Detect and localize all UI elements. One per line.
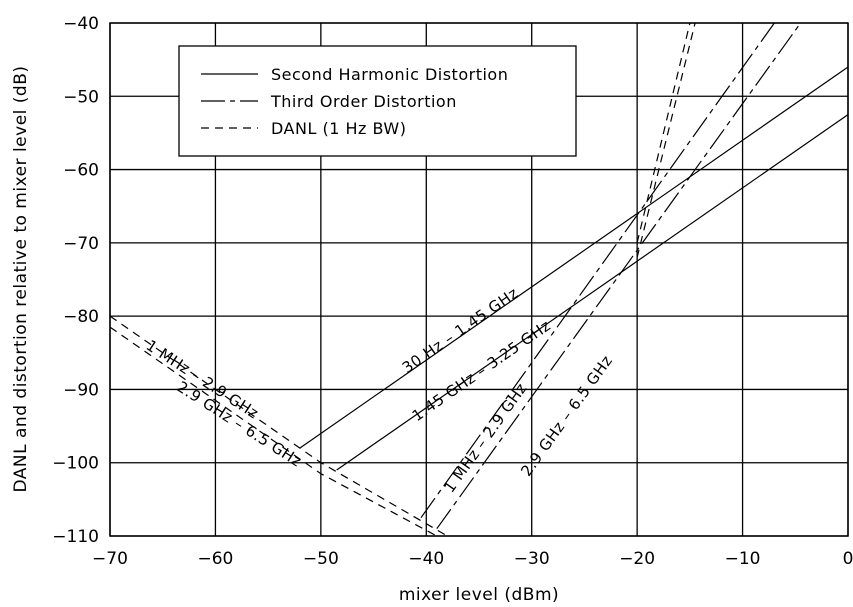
x-tick-label: −30 <box>514 549 550 569</box>
series-lines <box>110 23 848 536</box>
grid <box>109 22 849 537</box>
y-tick-label: −70 <box>63 234 99 254</box>
x-tick-label: −50 <box>303 549 339 569</box>
y-tick-label: −60 <box>63 161 99 181</box>
series-line-4 <box>110 315 448 536</box>
x-tick-label: −60 <box>197 549 233 569</box>
series-line-5 <box>110 326 438 536</box>
y-tick-labels: −40 −50 −60 −70 −80 −90 −100 −110 <box>52 14 99 547</box>
y-axis-label: DANL and distortion relative to mixer le… <box>11 65 31 492</box>
legend-entry-second-harmonic: Second Harmonic Distortion <box>271 65 508 84</box>
y-tick-label: −50 <box>63 87 99 107</box>
x-tick-labels: −70 −60 −50 −40 −30 −20 −10 0 <box>92 549 853 569</box>
series-line-2 <box>420 23 776 519</box>
series-line-3 <box>436 23 802 530</box>
x-tick-label: 0 <box>843 549 853 569</box>
series-line-1 <box>336 114 848 471</box>
series-line-6 <box>636 23 691 244</box>
x-axis-label: mixer level (dBm) <box>399 585 559 605</box>
legend-entry-third-order: Third Order Distortion <box>270 92 457 111</box>
x-tick-label: −10 <box>725 549 761 569</box>
x-tick-label: −40 <box>408 549 444 569</box>
x-tick-label: −20 <box>619 549 655 569</box>
y-tick-label: −110 <box>52 527 99 547</box>
y-tick-label: −100 <box>52 454 99 474</box>
x-tick-label: −70 <box>92 549 128 569</box>
legend: Second Harmonic Distortion Third Order D… <box>178 45 577 157</box>
series-line-0 <box>299 66 848 449</box>
series-line-7 <box>636 23 696 258</box>
y-tick-label: −40 <box>63 14 99 34</box>
y-tick-label: −80 <box>63 307 99 327</box>
plot-frame <box>109 22 849 537</box>
y-tick-label: −90 <box>63 380 99 400</box>
legend-entry-danl: DANL (1 Hz BW) <box>271 119 406 138</box>
